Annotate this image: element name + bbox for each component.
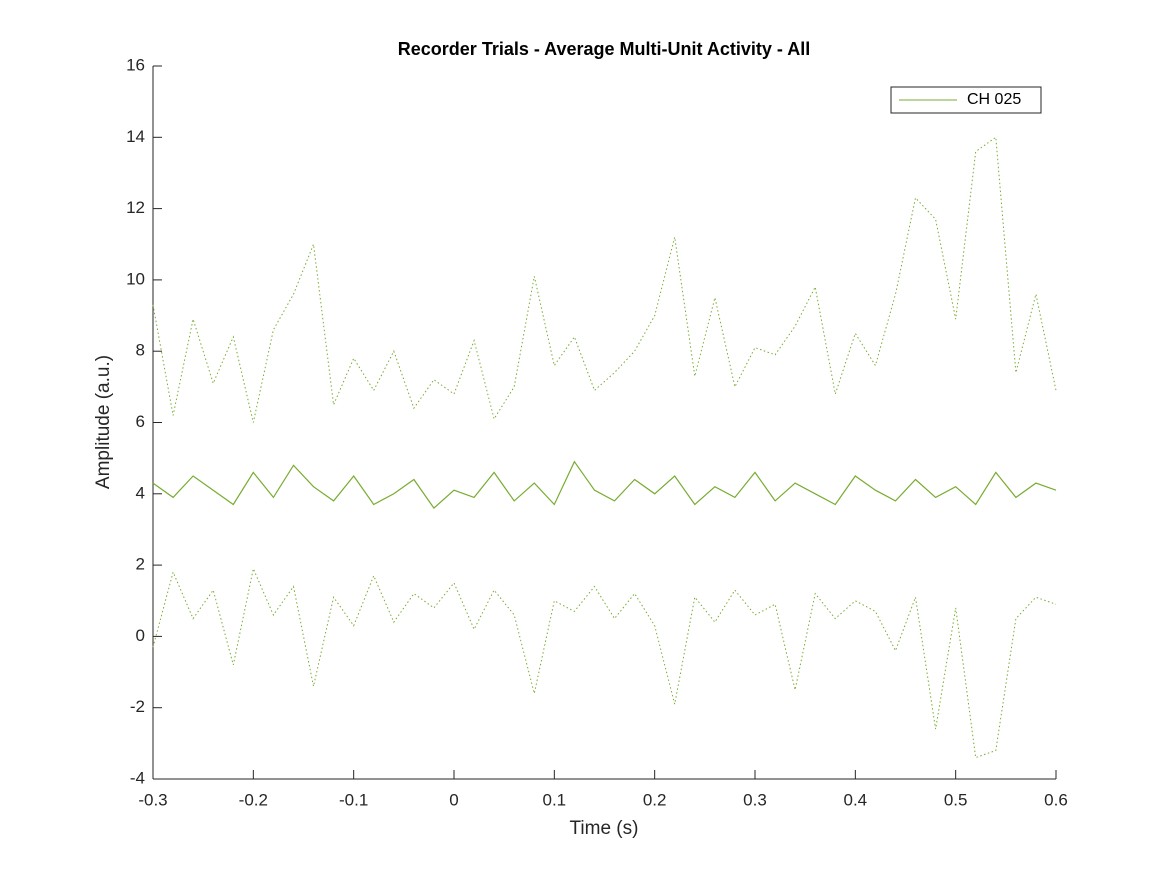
x-tick-label: 0.2 xyxy=(643,790,667,809)
x-tick-label: 0.4 xyxy=(844,790,868,809)
x-tick-label: 0.6 xyxy=(1044,790,1068,809)
x-tick-label: -0.3 xyxy=(138,790,167,809)
y-tick-label: 12 xyxy=(126,198,145,217)
x-tick-label: 0.1 xyxy=(543,790,567,809)
y-tick-label: 2 xyxy=(136,555,145,574)
y-axis-label: Amplitude (a.u.) xyxy=(93,355,114,489)
x-tick-label: 0 xyxy=(449,790,458,809)
x-tick-label: 0.3 xyxy=(743,790,767,809)
chart-title: Recorder Trials - Average Multi-Unit Act… xyxy=(398,39,810,59)
y-tick-label: 14 xyxy=(126,127,145,146)
y-tick-label: 4 xyxy=(136,483,145,502)
y-tick-label: 8 xyxy=(136,341,145,360)
x-tick-label: -0.1 xyxy=(339,790,368,809)
y-tick-label: 10 xyxy=(126,269,145,288)
y-tick-label: 16 xyxy=(126,55,145,74)
data-line xyxy=(152,136,1057,423)
data-line xyxy=(152,460,1057,509)
legend-label: CH 025 xyxy=(967,91,1021,108)
y-tick-label: -4 xyxy=(130,768,145,787)
y-tick-label: 0 xyxy=(136,626,145,645)
x-tick-label: -0.2 xyxy=(239,790,268,809)
x-axis-label: Time (s) xyxy=(570,818,639,839)
y-tick-label: -2 xyxy=(130,697,145,716)
x-tick-label: 0.5 xyxy=(944,790,968,809)
y-tick-label: 6 xyxy=(136,412,145,431)
